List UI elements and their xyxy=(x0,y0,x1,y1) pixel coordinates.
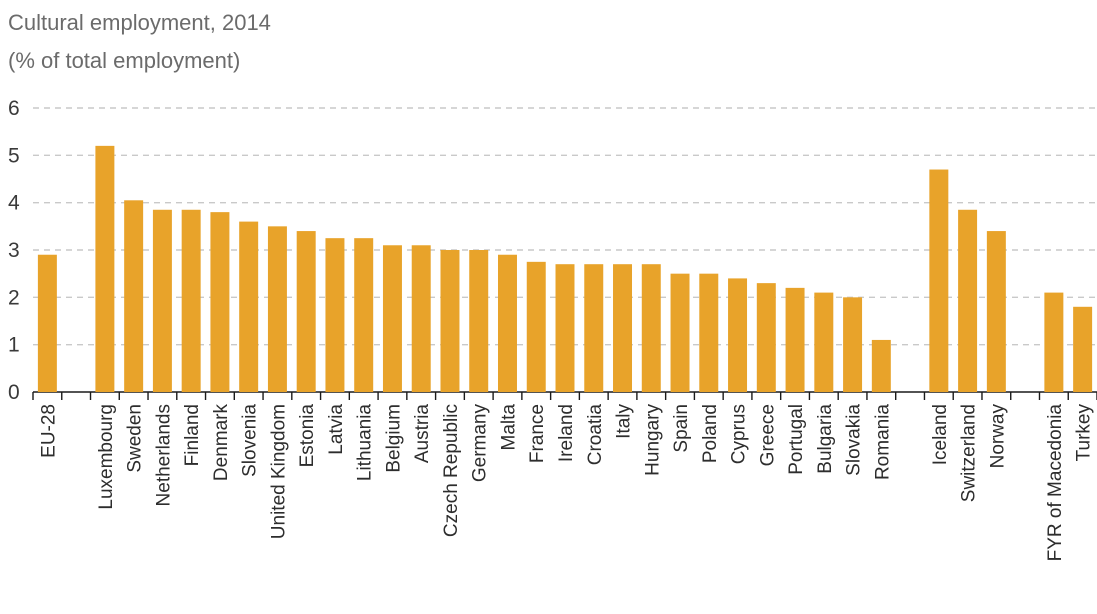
y-tick-label: 6 xyxy=(8,97,20,120)
bar xyxy=(986,231,1006,392)
category-label: FYR of Macedonia xyxy=(1045,404,1066,562)
bar xyxy=(843,297,863,392)
bar xyxy=(785,287,805,392)
bar xyxy=(670,273,690,392)
y-tick-label: 3 xyxy=(8,239,20,262)
bar xyxy=(814,292,834,392)
bar xyxy=(584,264,604,392)
bar xyxy=(1044,292,1064,392)
category-label: France xyxy=(527,404,548,463)
category-label: Romania xyxy=(872,404,893,480)
category-label: United Kingdom xyxy=(268,404,289,539)
category-label: Luxembourg xyxy=(96,404,117,510)
category-label: Norway xyxy=(987,404,1008,469)
bar xyxy=(958,209,978,392)
category-label: Poland xyxy=(700,404,721,463)
category-label: Finland xyxy=(182,404,203,466)
bar xyxy=(756,283,776,392)
category-label: Portugal xyxy=(786,404,807,475)
category-label: Malta xyxy=(498,404,519,451)
category-label: Austria xyxy=(412,404,433,464)
bar xyxy=(325,238,345,392)
bar xyxy=(382,245,402,392)
bar xyxy=(469,250,489,392)
bar xyxy=(411,245,431,392)
bar xyxy=(37,254,57,392)
category-label: Croatia xyxy=(585,404,606,466)
bar xyxy=(699,273,719,392)
category-label: Iceland xyxy=(930,404,951,465)
category-label: Turkey xyxy=(1074,404,1095,462)
category-label: Sweden xyxy=(125,404,146,473)
y-tick-label: 2 xyxy=(8,286,20,309)
category-label: EU-28 xyxy=(38,404,59,458)
bar xyxy=(497,254,517,392)
bar xyxy=(641,264,661,392)
category-label: Estonia xyxy=(297,404,318,468)
bar xyxy=(555,264,575,392)
bar xyxy=(613,264,633,392)
category-label: Czech Republic xyxy=(441,404,462,537)
category-label: Spain xyxy=(671,404,692,453)
category-label: Denmark xyxy=(211,404,232,482)
y-tick-label: 0 xyxy=(8,381,20,404)
bar xyxy=(1073,306,1093,392)
category-label: Slovenia xyxy=(240,404,261,477)
bar xyxy=(871,339,891,392)
category-label: Bulgaria xyxy=(815,404,836,474)
bar xyxy=(239,221,259,392)
bar xyxy=(526,261,546,392)
category-label: Latvia xyxy=(326,404,347,455)
y-tick-label: 4 xyxy=(8,192,20,215)
bar xyxy=(95,145,115,392)
category-label: Switzerland xyxy=(959,404,980,502)
bar xyxy=(728,278,748,392)
bar xyxy=(152,209,172,392)
y-tick-label: 5 xyxy=(8,144,20,167)
y-tick-label: 1 xyxy=(8,334,20,357)
category-label: Greece xyxy=(757,404,778,466)
bar xyxy=(267,226,287,392)
category-label: Italy xyxy=(614,404,635,439)
category-label: Ireland xyxy=(556,404,577,462)
bar xyxy=(929,169,949,392)
bar xyxy=(210,212,230,392)
bar xyxy=(296,231,316,392)
category-label: Germany xyxy=(470,404,491,483)
category-label: Hungary xyxy=(642,404,663,476)
bar xyxy=(354,238,374,392)
bar xyxy=(124,200,144,392)
bar xyxy=(440,250,460,392)
category-label: Slovakia xyxy=(844,404,865,476)
chart-subtitle: (% of total employment) xyxy=(8,48,241,73)
bar xyxy=(181,209,201,392)
category-label: Cyprus xyxy=(729,404,750,464)
category-label: Lithuania xyxy=(355,404,376,482)
category-label: Netherlands xyxy=(153,404,174,506)
category-label: Belgium xyxy=(383,404,404,473)
chart-title: Cultural employment, 2014 xyxy=(8,10,271,35)
